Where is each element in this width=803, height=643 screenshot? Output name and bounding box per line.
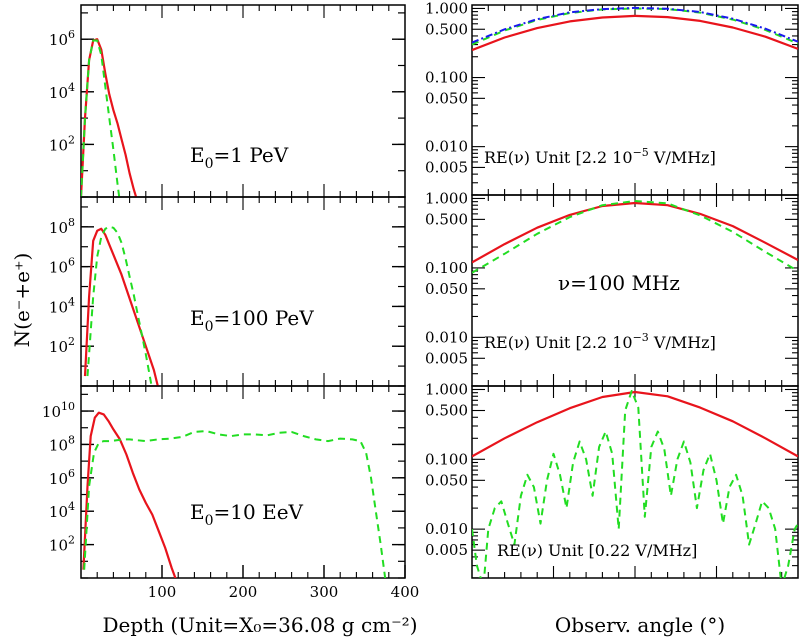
- y-tick-label: 0.100: [425, 259, 468, 277]
- series-group: [82, 411, 387, 578]
- frequency-label: ν=100 MHz: [558, 271, 680, 295]
- x-tick-label: 200: [229, 583, 258, 601]
- energy-label-10eev: E0=10 EeV: [190, 500, 304, 529]
- panel-frame: [80, 196, 406, 387]
- energy-label-1pev: E0=1 PeV: [190, 143, 289, 172]
- x-tick-label: 300: [310, 583, 339, 601]
- y-tick-label: 0.005: [425, 158, 468, 176]
- x-axis-title-angle: Observ. angle (°): [555, 613, 725, 637]
- series-line-red: [472, 390, 798, 458]
- y-tick-label: 0.050: [425, 89, 468, 107]
- x-tick-label: 100: [148, 583, 177, 601]
- panel-radio-1PeV: 0.005 0.010 0.050 0.100 0.500 1.000: [425, 0, 799, 196]
- x-tick-label: 400: [391, 583, 420, 601]
- panel-frame: [80, 385, 406, 579]
- x-axis-title-depth: Depth (Unit=X₀=36.08 g cm⁻²): [102, 613, 417, 637]
- series-group: [472, 6, 798, 52]
- series-line-red: [472, 14, 798, 52]
- series-line-green: [472, 390, 798, 578]
- y-tick-label: 0.500: [425, 210, 468, 228]
- y-tick-label: 102: [49, 133, 75, 154]
- y-tick-label: 0.010: [425, 520, 468, 538]
- y-tick-label: 106: [49, 28, 75, 49]
- energy-label-100pev: E0=100 PeV: [190, 306, 314, 335]
- series-line-green: [472, 200, 798, 274]
- y-tick-label: 104: [49, 81, 75, 102]
- panel-radio-10EeV: 0.005 0.010 0.050 0.100 0.500 1.000: [425, 380, 799, 579]
- series-line-red: [81, 38, 138, 197]
- re-unit-label-2: RE(ν) Unit [2.2 10−3 V/MHz]: [484, 331, 716, 352]
- series-line-green: [86, 225, 153, 386]
- panel-radio-100PeV: 0.005 0.010 0.050 0.100 0.500 1.000: [425, 189, 799, 387]
- y-tick-label: 0.010: [425, 138, 468, 156]
- y-tick-label: 0.100: [425, 69, 468, 87]
- y-tick-label: 102: [49, 335, 75, 356]
- series-group: [472, 200, 798, 274]
- y-tick-label: 0.005: [425, 541, 468, 559]
- panel-depth-1PeV: 102 104 106: [49, 4, 406, 198]
- series-line-green: [81, 39, 121, 197]
- y-tick-label: 106: [49, 467, 75, 488]
- series-group: [472, 390, 798, 578]
- y-axis-title: N(e⁻+e⁺): [10, 253, 34, 348]
- series-line-red: [83, 227, 159, 386]
- y-tick-label: 1010: [42, 400, 75, 421]
- y-tick-label: 1.000: [425, 0, 468, 17]
- y-tick-label: 0.050: [425, 471, 468, 489]
- y-tick-label: 0.050: [425, 280, 468, 298]
- y-tick-label: 0.010: [425, 328, 468, 346]
- panel-depth-10EeV: 102 104 106 108 1010 100 200 300 400: [42, 385, 420, 601]
- y-tick-label: 106: [49, 256, 75, 277]
- series-group: [83, 225, 159, 386]
- series-line-green: [83, 430, 387, 578]
- series-group: [81, 38, 138, 197]
- series-line-blue: [472, 6, 798, 44]
- y-tick-label: 1.000: [425, 380, 468, 398]
- y-tick-label: 0.100: [425, 450, 468, 468]
- y-tick-label: 0.500: [425, 20, 468, 38]
- panel-depth-100PeV: 102 104 106 108: [49, 196, 406, 387]
- y-tick-label: 108: [49, 216, 75, 237]
- re-unit-label-1: RE(ν) Unit [2.2 10−5 V/MHz]: [484, 146, 716, 167]
- series-line-red: [472, 201, 798, 264]
- y-tick-label: 104: [49, 500, 75, 521]
- y-tick-label: 108: [49, 433, 75, 454]
- y-tick-label: 102: [49, 534, 75, 555]
- y-tick-label: 0.005: [425, 349, 468, 367]
- y-tick-label: 0.500: [425, 402, 468, 420]
- y-tick-label: 104: [49, 295, 75, 316]
- series-line-red: [82, 411, 177, 578]
- y-tick-label: 1.000: [425, 189, 468, 207]
- panels: 102 104 106 102 104 106 108 102 104 106 108 1010 100…: [42, 0, 799, 601]
- re-unit-label-3: RE(ν) Unit [0.22 V/MHz]: [497, 541, 697, 560]
